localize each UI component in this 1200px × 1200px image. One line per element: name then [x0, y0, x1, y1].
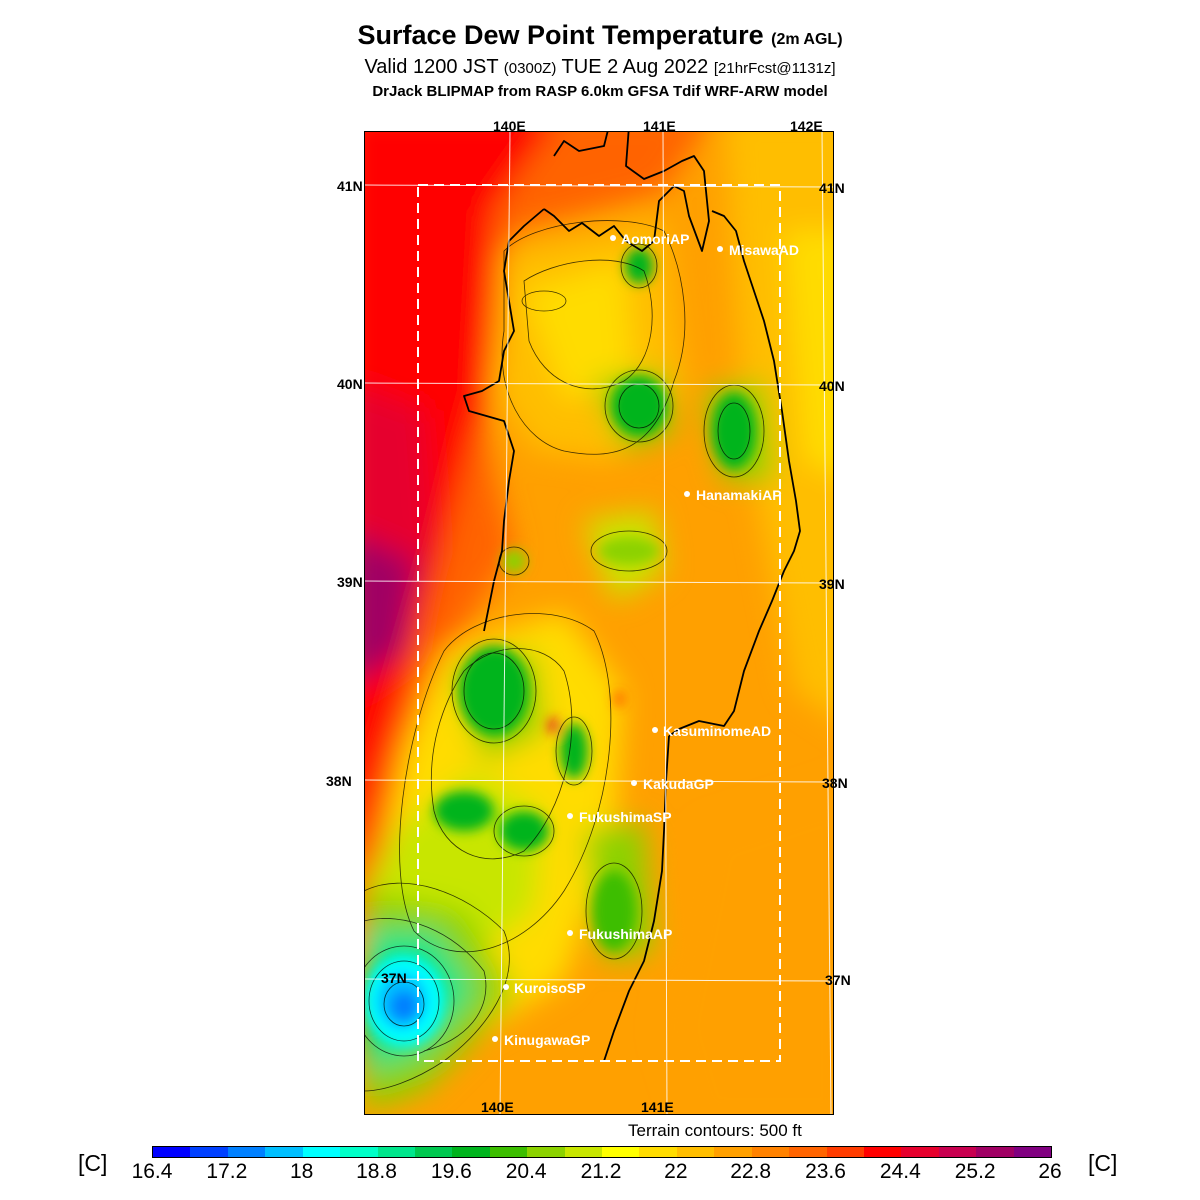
- colorbar-tick-label: 18.8: [356, 1160, 397, 1183]
- colorbar-swatch: [826, 1147, 865, 1157]
- lat-label-right: 38N: [822, 775, 848, 791]
- lat-label-left: 37N: [381, 970, 407, 986]
- colorbar: [152, 1146, 1052, 1158]
- colorbar-tick-label: 26: [1038, 1160, 1062, 1183]
- colorbar-swatch: [414, 1147, 453, 1157]
- station-label-kasuminome: KasuminomeAD: [663, 723, 772, 739]
- station-marker-kinugawa: [492, 1036, 498, 1042]
- station-label-kinugawa: KinugawaGP: [504, 1032, 591, 1048]
- lat-label-right: 40N: [819, 378, 845, 394]
- station-marker-aomori: [610, 235, 616, 241]
- lat-label-right: 41N: [819, 180, 845, 196]
- title-suffix: (2m AGL): [771, 31, 843, 48]
- station-label-kakuda: KakudaGP: [643, 776, 714, 792]
- terrain-note: Terrain contours: 500 ft: [628, 1121, 802, 1140]
- station-label-hanamaki: HanamakiAP: [696, 487, 782, 503]
- colorbar-swatch: [340, 1147, 378, 1157]
- colorbar-tick-label: 25.2: [954, 1160, 996, 1183]
- dewpoint-cores: [364, 248, 756, 1046]
- colorbar-tick-label: 22.8: [730, 1160, 772, 1183]
- colorbar-tick-label: 21.2: [580, 1160, 622, 1183]
- colorbar-tick-label: 19.6: [430, 1160, 472, 1183]
- station-marker-kasuminome: [652, 727, 658, 733]
- valid-label: Valid 1200 JST: [364, 56, 499, 78]
- colorbar-unit-right: [C]: [1088, 1150, 1118, 1176]
- colorbar-swatch: [639, 1147, 677, 1157]
- lat-label-left: 41N: [337, 178, 363, 194]
- colorbar-tick-label: 22: [664, 1160, 688, 1183]
- colorbar-swatch: [489, 1147, 528, 1157]
- station-label-kuroiso: KuroisoSP: [514, 980, 586, 996]
- station-marker-misawa: [717, 246, 723, 252]
- colorbar-swatch: [976, 1147, 1014, 1157]
- lon-label-bottom: 141E: [641, 1099, 674, 1115]
- colorbar-swatch: [676, 1147, 715, 1157]
- station-marker-hanamaki: [684, 491, 690, 497]
- colorbar-tick-label: 20.4: [505, 1160, 547, 1183]
- colorbar-unit-left: [C]: [78, 1150, 108, 1176]
- station-marker-fukushima-sp: [567, 813, 573, 819]
- colorbar-tick-label: 17.2: [206, 1160, 248, 1183]
- colorbar-swatch: [714, 1147, 752, 1157]
- map-frame: [364, 131, 834, 1115]
- valid-time: Valid 1200 JST (0300Z) TUE 2 Aug 2022 [2…: [0, 56, 1200, 79]
- colorbar-swatch: [901, 1147, 939, 1157]
- lon-label-top: 142E: [790, 118, 823, 134]
- colorbar-swatch: [302, 1147, 341, 1157]
- station-label-fukushima-sp: FukushimaSP: [579, 809, 672, 825]
- lon-label-bottom: 140E: [481, 1099, 514, 1115]
- colorbar-swatch: [1013, 1147, 1052, 1157]
- lat-label-left: 40N: [337, 376, 363, 392]
- chart-title: Surface Dew Point Temperature (2m AGL): [0, 20, 1200, 51]
- colorbar-swatch: [153, 1147, 191, 1157]
- colorbar-swatch: [602, 1147, 640, 1157]
- station-marker-kuroiso: [503, 984, 509, 990]
- forecast-info: [21hrFcst@1131z]: [713, 60, 836, 77]
- station-label-fukushima-ap: FukushimaAP: [579, 926, 673, 942]
- valid-date: TUE 2 Aug 2022: [561, 56, 709, 78]
- dewpoint-map: [364, 131, 834, 1115]
- lat-label-right: 37N: [825, 972, 851, 988]
- station-marker-fukushima-ap: [567, 930, 573, 936]
- lat-label-right: 39N: [819, 576, 845, 592]
- colorbar-swatch: [864, 1147, 902, 1157]
- title-main: Surface Dew Point Temperature: [357, 20, 764, 50]
- lon-label-top: 140E: [493, 118, 526, 134]
- colorbar-tick-label: 24.4: [879, 1160, 921, 1183]
- lon-label-top: 141E: [643, 118, 676, 134]
- lat-label-left: 38N: [326, 773, 352, 789]
- station-marker-kakuda: [631, 780, 637, 786]
- valid-zulu: (0300Z): [503, 60, 557, 77]
- colorbar-swatch: [265, 1147, 303, 1157]
- colorbar-swatch: [227, 1147, 266, 1157]
- colorbar-swatch: [452, 1147, 490, 1157]
- colorbar-swatch: [751, 1147, 790, 1157]
- colorbar-swatch: [377, 1147, 415, 1157]
- colorbar-swatch: [527, 1147, 565, 1157]
- station-label-aomori: AomoriAP: [621, 231, 690, 247]
- lat-label-left: 39N: [337, 574, 363, 590]
- colorbar-tick-label: 18: [289, 1160, 314, 1183]
- colorbar-swatch: [938, 1147, 977, 1157]
- domain-box: [417, 184, 781, 1062]
- colorbar-swatch: [564, 1147, 603, 1157]
- colorbar-tick-label: 23.6: [805, 1160, 846, 1183]
- model-info: DrJack BLIPMAP from RASP 6.0km GFSA Tdif…: [372, 83, 828, 100]
- colorbar-swatch: [190, 1147, 228, 1157]
- colorbar-swatch: [789, 1147, 827, 1157]
- station-label-misawa: MisawaAD: [729, 242, 800, 258]
- colorbar-tick-label: 16.4: [131, 1160, 173, 1183]
